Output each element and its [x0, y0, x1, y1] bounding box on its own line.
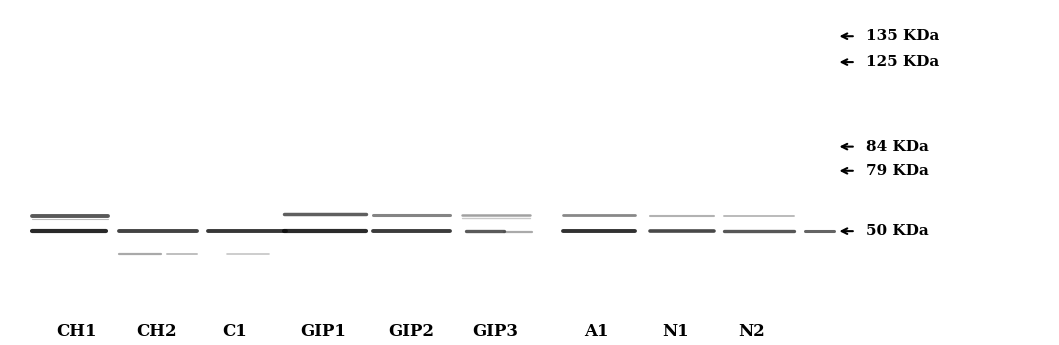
- Text: 50 KDa: 50 KDa: [866, 224, 929, 238]
- Text: CH2: CH2: [137, 323, 177, 340]
- Text: C1: C1: [222, 323, 248, 340]
- Text: N1: N1: [662, 323, 689, 340]
- Text: 125 KDa: 125 KDa: [866, 55, 939, 69]
- Text: 84 KDa: 84 KDa: [866, 140, 929, 154]
- Text: 79 KDa: 79 KDa: [866, 164, 929, 178]
- Text: CH1: CH1: [56, 323, 96, 340]
- Text: GIP3: GIP3: [472, 323, 519, 340]
- Text: 135 KDa: 135 KDa: [866, 29, 939, 43]
- Text: N2: N2: [738, 323, 766, 340]
- Text: GIP2: GIP2: [388, 323, 434, 340]
- Text: GIP1: GIP1: [300, 323, 346, 340]
- Text: A1: A1: [584, 323, 609, 340]
